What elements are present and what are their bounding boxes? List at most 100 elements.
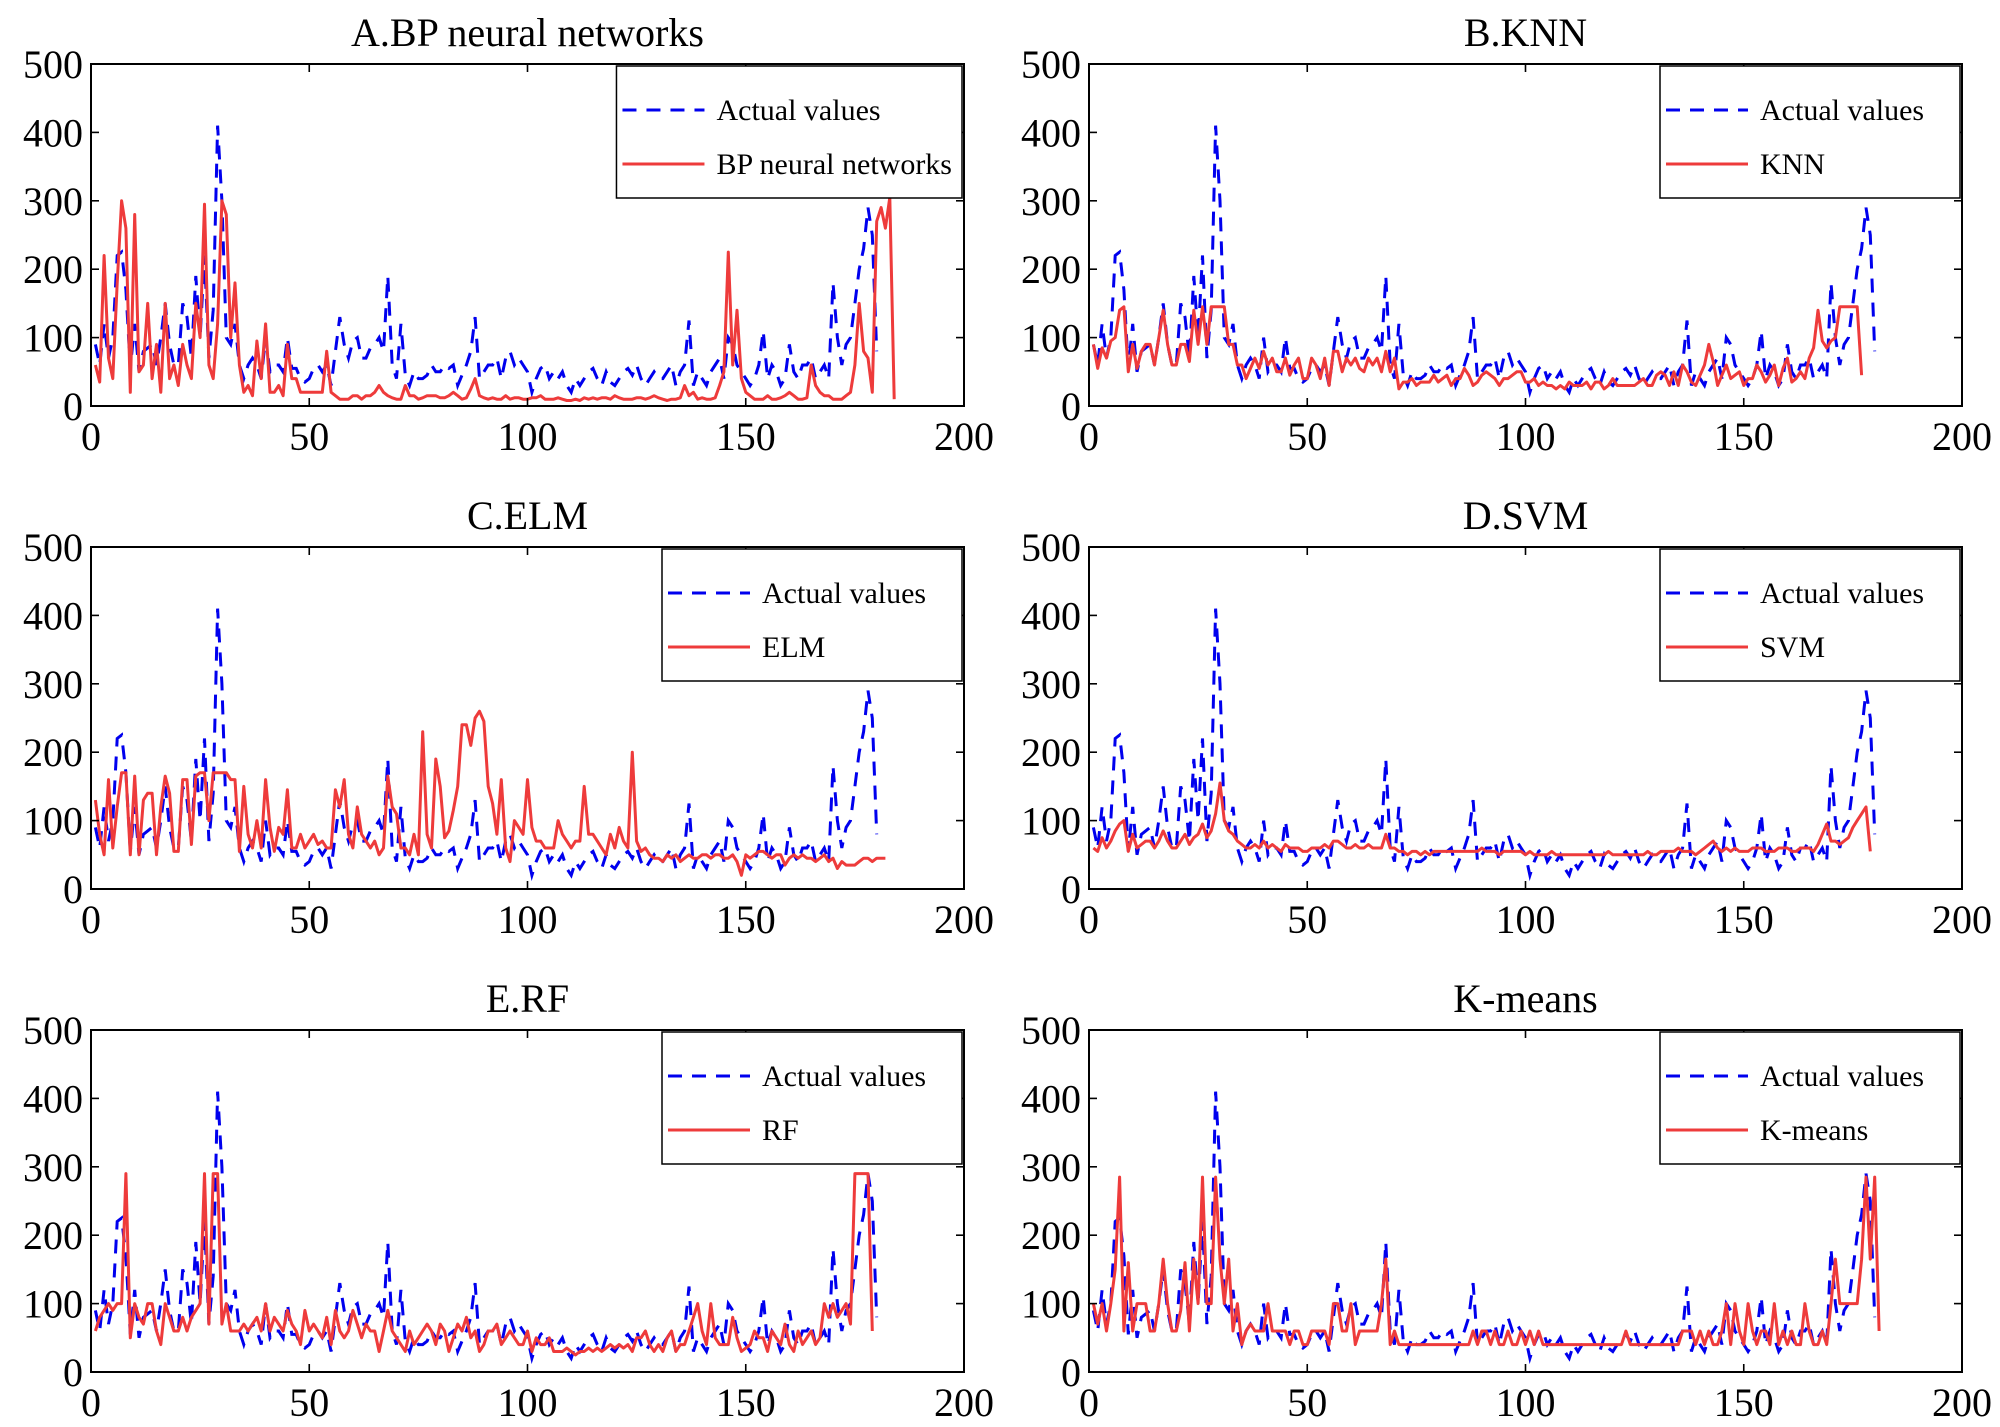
y-tick-label: 100 — [23, 316, 83, 361]
y-tick-label: 0 — [63, 1350, 83, 1395]
y-tick-label: 100 — [23, 799, 83, 844]
legend-prediction-label: BP neural networks — [716, 148, 952, 181]
x-tick-label: 0 — [81, 897, 101, 942]
x-tick-label: 50 — [1287, 1380, 1327, 1425]
y-tick-label: 400 — [23, 110, 83, 155]
x-tick-label: 100 — [498, 897, 558, 942]
y-tick-label: 200 — [23, 1213, 83, 1258]
y-tick-label: 500 — [23, 1008, 83, 1053]
chart-title: K-means — [1453, 976, 1597, 1021]
legend: Actual values BP neural networks — [615, 65, 963, 199]
legend: Actual values K-means — [1659, 1031, 1961, 1165]
chart-title: D.SVM — [1463, 493, 1589, 538]
y-tick-label: 0 — [63, 867, 83, 912]
subplot-5: E.RF 0 50 100 150 200 0 100 200 300 400 500 Actual v… — [23, 976, 994, 1425]
y-tick-label: 200 — [1021, 1213, 1081, 1258]
x-tick-label: 200 — [1932, 414, 1992, 459]
legend-actual-label: Actual values — [1760, 577, 1924, 610]
x-tick-label: 0 — [1079, 414, 1099, 459]
y-tick-label: 400 — [1021, 1076, 1081, 1121]
legend-prediction-label: RF — [762, 1114, 799, 1147]
legend-box — [661, 1031, 963, 1165]
x-tick-label: 50 — [289, 1380, 329, 1425]
y-tick-label: 200 — [1021, 247, 1081, 292]
legend: Actual values ELM — [661, 548, 963, 682]
x-tick-label: 100 — [498, 1380, 558, 1425]
y-tick-label: 400 — [1021, 593, 1081, 638]
x-tick-label: 150 — [1714, 897, 1774, 942]
y-tick-label: 500 — [1021, 1008, 1081, 1053]
legend-actual-label: Actual values — [1760, 1060, 1924, 1093]
y-tick-label: 0 — [1061, 867, 1081, 912]
x-tick-label: 100 — [1496, 897, 1556, 942]
legend-prediction-label: ELM — [762, 631, 825, 664]
y-tick-label: 300 — [1021, 1145, 1081, 1190]
x-tick-label: 150 — [716, 1380, 776, 1425]
y-tick-label: 300 — [1021, 662, 1081, 707]
y-tick-label: 100 — [1021, 316, 1081, 361]
legend: Actual values SVM — [1659, 548, 1961, 682]
x-tick-label: 0 — [81, 414, 101, 459]
x-tick-label: 200 — [934, 414, 994, 459]
y-tick-label: 100 — [1021, 1282, 1081, 1327]
y-tick-label: 500 — [23, 525, 83, 570]
y-tick-label: 200 — [23, 247, 83, 292]
x-tick-label: 50 — [289, 414, 329, 459]
x-tick-label: 0 — [1079, 1380, 1099, 1425]
actual-values-line — [93, 608, 879, 882]
prediction-line — [93, 709, 886, 877]
x-tick-label: 50 — [1287, 414, 1327, 459]
legend: Actual values KNN — [1659, 65, 1961, 199]
legend-box — [1659, 65, 1961, 199]
y-tick-label: 0 — [63, 384, 83, 429]
prediction-line — [93, 1172, 874, 1357]
x-tick-label: 200 — [1932, 1380, 1992, 1425]
actual-values-line — [1091, 125, 1877, 399]
x-tick-label: 50 — [1287, 897, 1327, 942]
y-tick-label: 100 — [23, 1282, 83, 1327]
x-tick-label: 200 — [934, 1380, 994, 1425]
x-tick-label: 200 — [934, 897, 994, 942]
y-tick-label: 500 — [23, 42, 83, 87]
prediction-line — [1091, 1175, 1881, 1347]
legend: Actual values RF — [661, 1031, 963, 1165]
y-tick-label: 300 — [23, 662, 83, 707]
x-tick-label: 100 — [498, 414, 558, 459]
legend-box — [1659, 548, 1961, 682]
y-tick-label: 200 — [23, 730, 83, 775]
x-tick-label: 0 — [81, 1380, 101, 1425]
x-tick-label: 150 — [716, 414, 776, 459]
legend-actual-label: Actual values — [762, 577, 926, 610]
y-tick-label: 300 — [23, 1145, 83, 1190]
legend-actual-label: Actual values — [716, 94, 880, 127]
x-tick-label: 200 — [1932, 897, 1992, 942]
x-tick-label: 100 — [1496, 414, 1556, 459]
chart-title: C.ELM — [467, 493, 588, 538]
actual-values-line — [93, 125, 879, 399]
y-tick-label: 300 — [23, 179, 83, 224]
prediction-line — [93, 195, 896, 402]
y-tick-label: 400 — [23, 593, 83, 638]
x-tick-label: 150 — [1714, 1380, 1774, 1425]
legend-prediction-label: KNN — [1760, 148, 1825, 181]
prediction-line — [1091, 305, 1864, 391]
chart-title: B.KNN — [1464, 10, 1587, 55]
legend-actual-label: Actual values — [1760, 94, 1924, 127]
y-tick-label: 0 — [1061, 1350, 1081, 1395]
y-tick-label: 100 — [1021, 799, 1081, 844]
legend-box — [661, 548, 963, 682]
x-tick-label: 150 — [1714, 414, 1774, 459]
chart-title: A.BP neural networks — [351, 10, 704, 55]
y-tick-label: 200 — [1021, 730, 1081, 775]
y-tick-label: 400 — [23, 1076, 83, 1121]
subplot-3: C.ELM 0 50 100 150 200 0 100 200 300 400 500 Actual … — [23, 493, 994, 942]
x-tick-label: 150 — [716, 897, 776, 942]
subplot-2: B.KNN 0 50 100 150 200 0 100 200 300 400 500 Actual … — [1021, 10, 1992, 459]
subplot-4: D.SVM 0 50 100 150 200 0 100 200 300 400 500 Actual … — [1021, 493, 1992, 942]
x-tick-label: 100 — [1496, 1380, 1556, 1425]
y-tick-label: 400 — [1021, 110, 1081, 155]
y-tick-label: 500 — [1021, 42, 1081, 87]
legend-box — [615, 65, 963, 199]
legend-prediction-label: K-means — [1760, 1114, 1868, 1147]
